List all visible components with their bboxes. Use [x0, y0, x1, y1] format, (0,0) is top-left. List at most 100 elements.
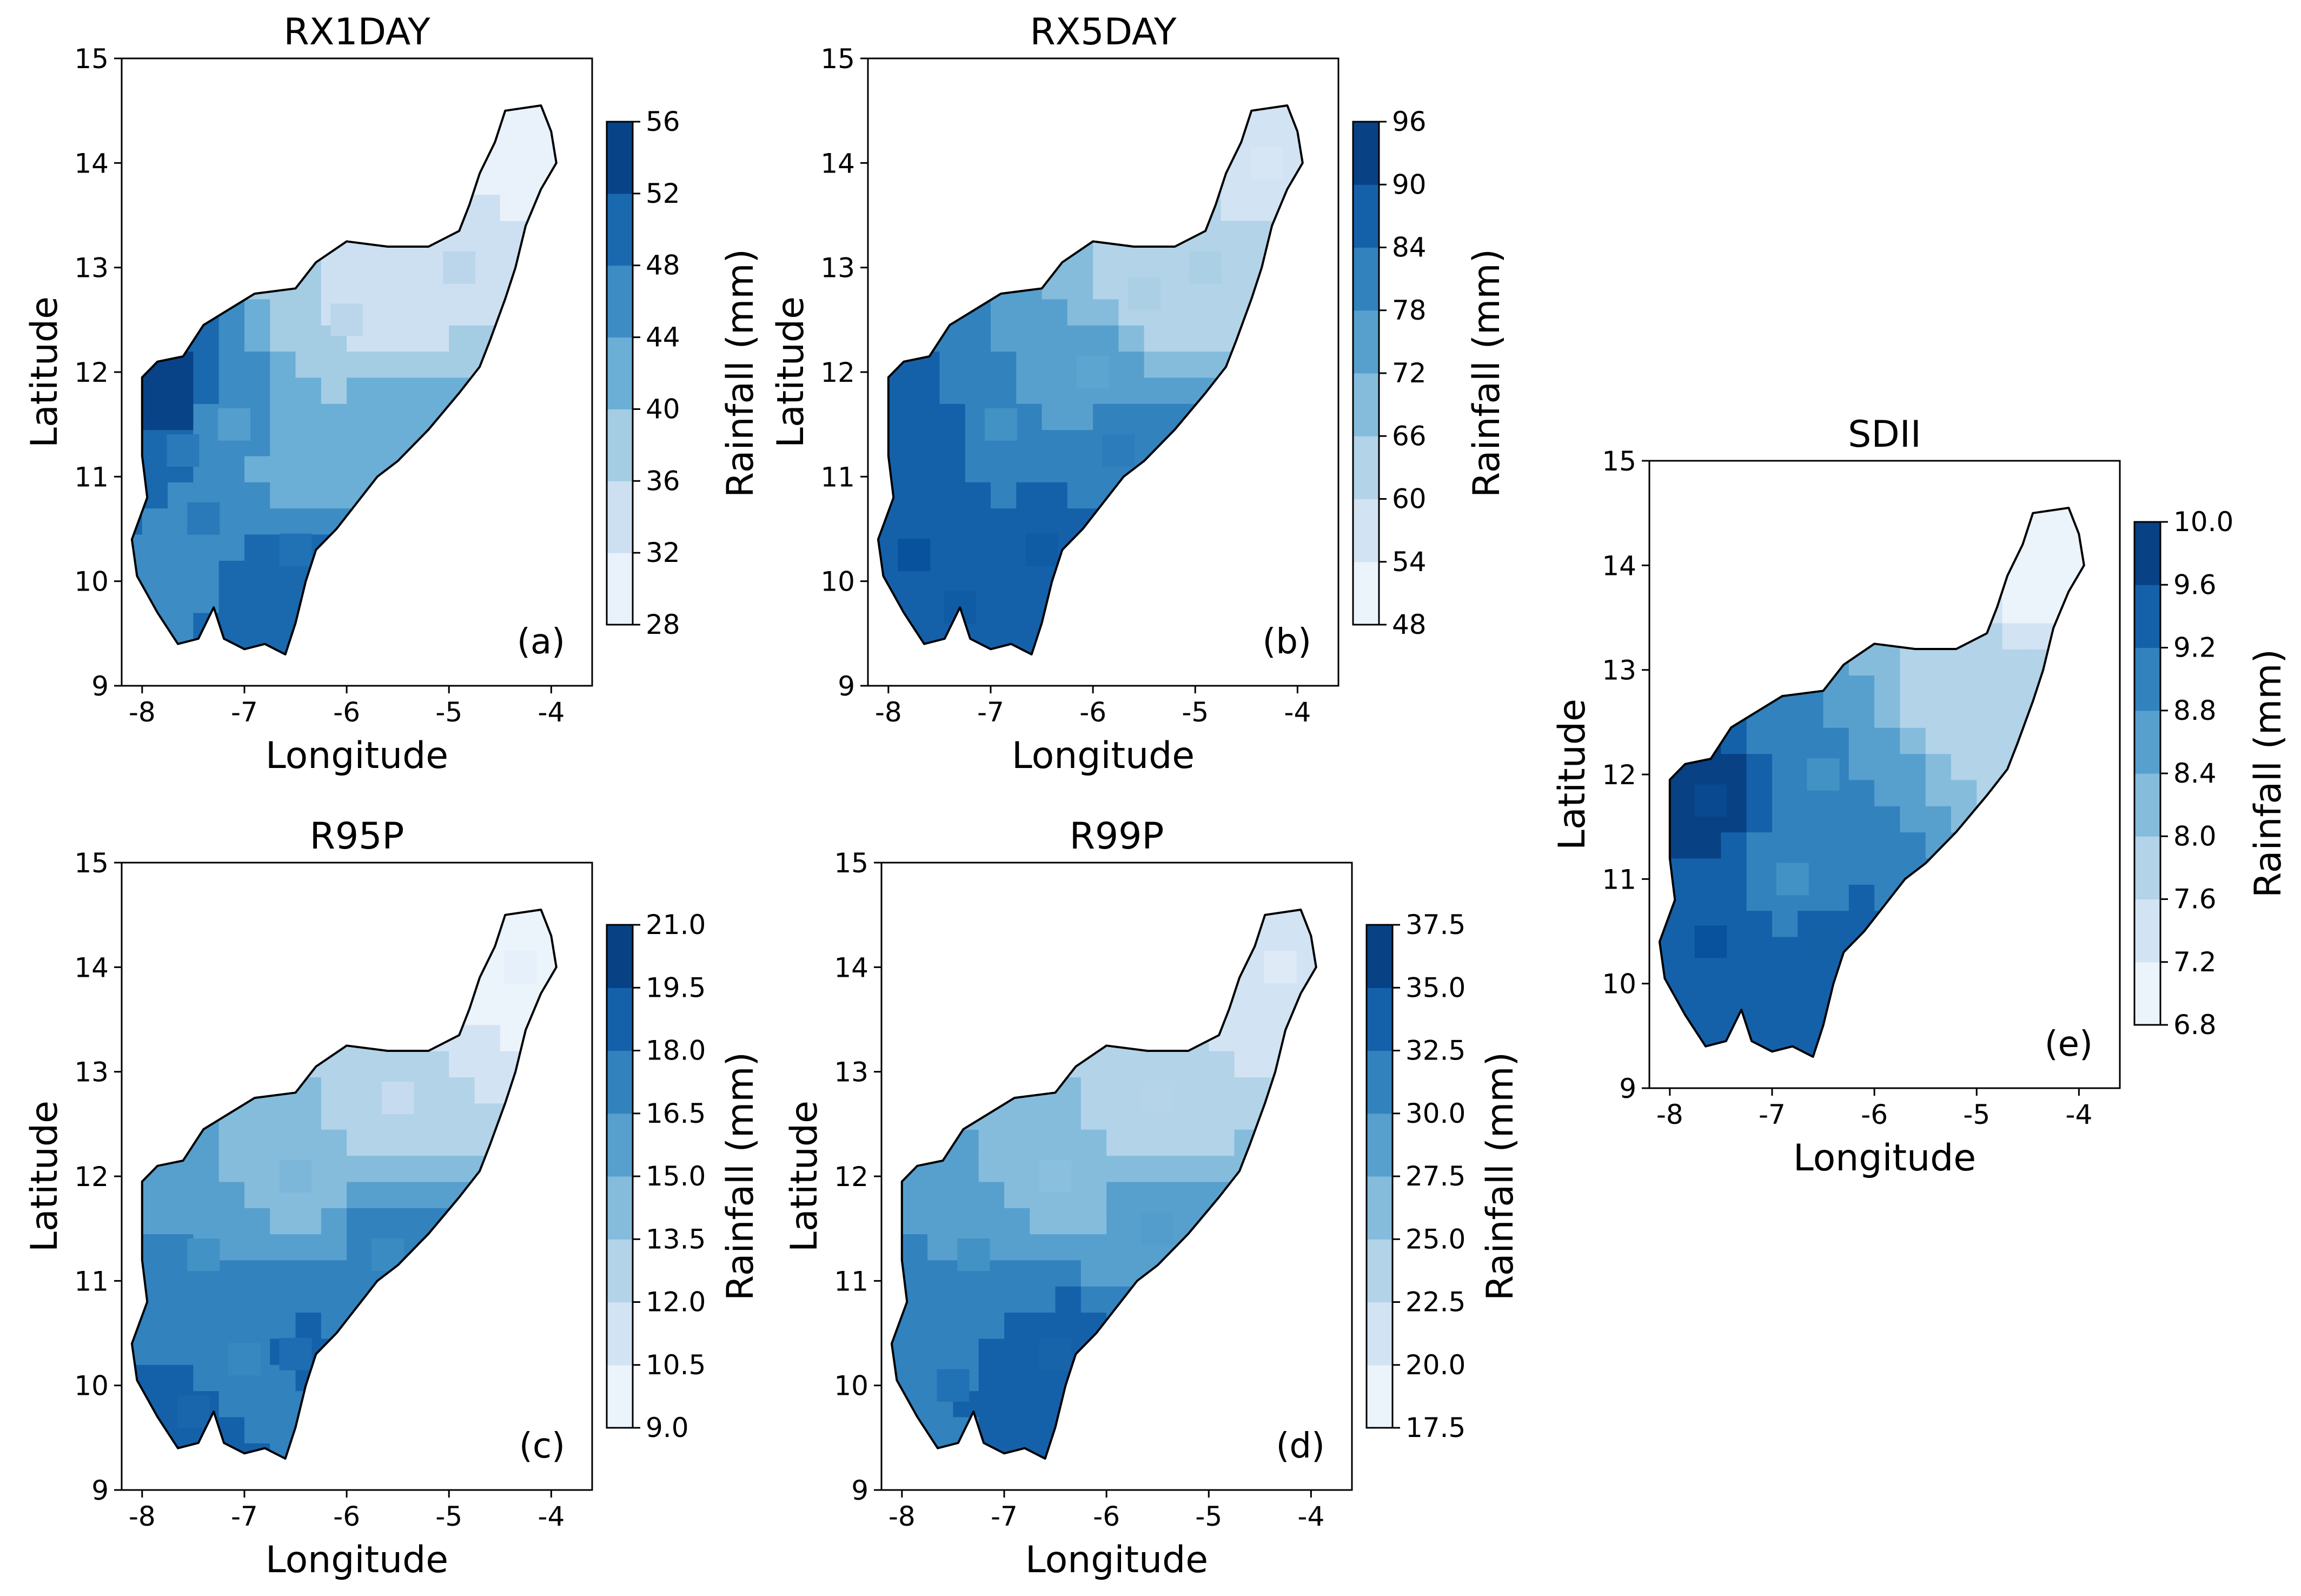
- field-cell: [2079, 518, 2084, 545]
- colorbar-bin: [2134, 773, 2160, 837]
- field-cell: [474, 1260, 501, 1287]
- field-cell: [142, 220, 168, 247]
- field-cell: [449, 1208, 475, 1235]
- field-cell: [295, 920, 322, 947]
- y-tick-label: 13: [834, 1057, 868, 1088]
- colorbar-bin: [1367, 1365, 1392, 1428]
- field-cell: [142, 1051, 168, 1078]
- field-cell: [1118, 508, 1145, 535]
- field-cell: [1848, 701, 1875, 728]
- field-cell: [321, 639, 347, 654]
- field-cell: [551, 998, 556, 1025]
- field-cell: [2079, 701, 2084, 728]
- field-cell: [1221, 273, 1247, 300]
- field-cell: [939, 299, 966, 326]
- colorbar-bin: [1353, 247, 1379, 311]
- field-cell: [244, 972, 271, 999]
- field-cell: [372, 920, 399, 947]
- field-cell: [551, 972, 556, 999]
- colorbar-tick-label: 6.8: [2173, 1009, 2217, 1041]
- field-cell: [321, 1181, 347, 1208]
- field-cell: [244, 105, 271, 117]
- field-cell: [295, 1077, 322, 1104]
- field-cell: [2002, 649, 2028, 676]
- field-cell: [1900, 518, 1926, 545]
- field-cell: [965, 482, 991, 509]
- field-cell: [168, 1181, 194, 1208]
- field-cell: [142, 299, 168, 326]
- colorbar-tick-label: 32.5: [1405, 1035, 1466, 1067]
- field-cell: [1772, 701, 1799, 728]
- field-cell: [372, 910, 399, 921]
- field-cell: [1659, 858, 1670, 885]
- field-cell: [526, 1338, 552, 1365]
- field-cell: [168, 1338, 194, 1365]
- field-cell: [474, 998, 501, 1025]
- field-cell: [1183, 946, 1209, 973]
- field-cell: [953, 972, 979, 999]
- field-cell: [891, 1234, 903, 1261]
- y-tick-label: 15: [834, 847, 868, 879]
- field-cell: [1055, 1077, 1082, 1104]
- field-cell: [1848, 518, 1875, 545]
- field-cell: [2002, 622, 2028, 650]
- y-tick-label: 14: [74, 952, 109, 983]
- field-cell: [1695, 963, 1722, 990]
- field-cell: [1823, 832, 1849, 859]
- field-cell: [1259, 1312, 1286, 1339]
- field-cell: [1246, 377, 1272, 404]
- field-cell: [1221, 105, 1247, 117]
- field-cell: [1951, 1015, 1977, 1042]
- field-cell: [1297, 105, 1303, 117]
- field-cell: [1746, 963, 1773, 990]
- field-cell: [321, 377, 347, 404]
- field-cell: [397, 946, 424, 973]
- field-cell: [1311, 1155, 1316, 1182]
- field-cell: [888, 116, 914, 143]
- field-cell: [347, 1338, 373, 1365]
- field-cell: [2002, 936, 2028, 963]
- field-cell: [397, 1208, 424, 1235]
- field-cell: [423, 1103, 449, 1130]
- field-cell: [270, 910, 296, 921]
- field-cell: [142, 998, 168, 1025]
- field-cell: [1118, 612, 1145, 639]
- field-cell: [270, 194, 296, 221]
- field-cell: [1004, 1129, 1031, 1156]
- field-cell: [131, 972, 143, 999]
- field-cell: [1209, 1103, 1235, 1130]
- field-cell: [397, 455, 424, 482]
- field-cell: [1221, 612, 1247, 639]
- field-cell: [1234, 1365, 1261, 1392]
- field-cell: [1221, 377, 1247, 404]
- field-cell: [423, 299, 449, 326]
- y-tick-label: 14: [74, 148, 109, 179]
- field-cell: [449, 325, 475, 352]
- field-cell: [1297, 586, 1303, 613]
- field-cell: [244, 247, 271, 274]
- field-cell: [888, 325, 914, 352]
- field-cell: [1183, 1077, 1209, 1104]
- field-cell: [372, 972, 399, 999]
- field-cell: [372, 1208, 399, 1235]
- field-cell: [2002, 832, 2028, 859]
- field-cell: [397, 1051, 424, 1078]
- colorbar-label: Rainfall (mm): [2247, 649, 2290, 898]
- field-cell: [372, 377, 399, 404]
- field-cell: [193, 910, 220, 921]
- field-cell: [1272, 482, 1298, 509]
- field-cell: [1055, 920, 1082, 947]
- field-cell: [1823, 858, 1849, 885]
- field-cell: [526, 1024, 552, 1051]
- field-cell: [1093, 105, 1119, 117]
- colorbar-tick-label: 48: [1392, 609, 1427, 640]
- field-cell: [927, 1286, 954, 1313]
- field-cell: [423, 910, 449, 921]
- field-cell: [1030, 1051, 1056, 1078]
- panel-label: (d): [1276, 1426, 1325, 1466]
- field-cell: [1093, 142, 1119, 169]
- field-cell: [1106, 1208, 1133, 1235]
- field-cell: [901, 1338, 928, 1365]
- field-cell: [131, 1129, 143, 1156]
- field-cell: [1798, 806, 1824, 833]
